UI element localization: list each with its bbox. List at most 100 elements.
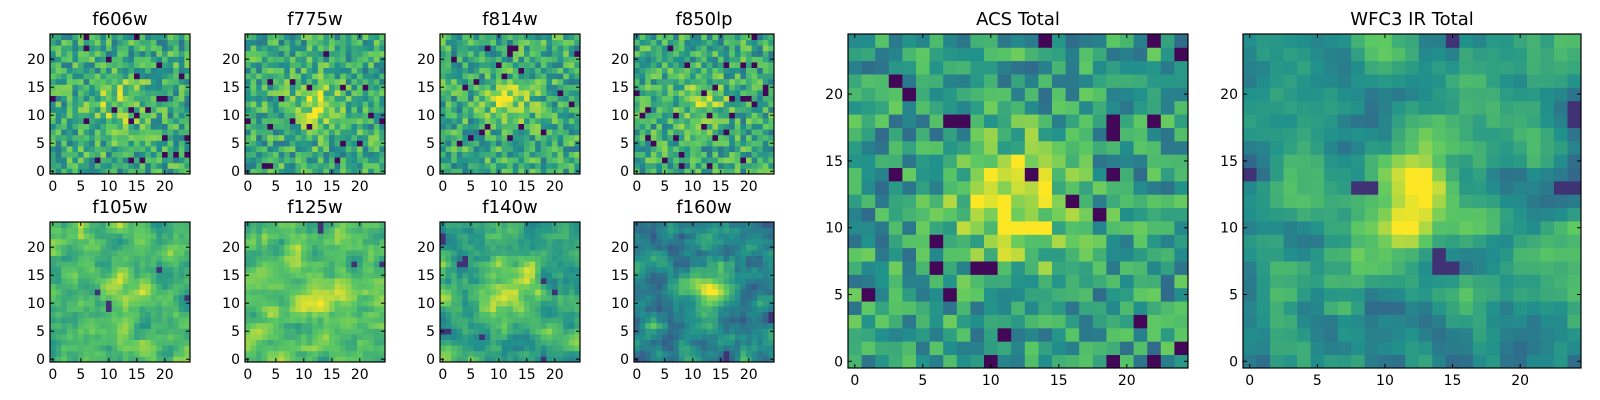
heatmap-cell	[563, 261, 570, 268]
heatmap-cell	[250, 278, 257, 284]
heatmap-cell	[574, 146, 581, 152]
heatmap-cell	[529, 233, 536, 240]
heatmap-cell	[501, 73, 508, 80]
heatmap-cell	[512, 129, 519, 136]
heatmap-cell	[535, 78, 542, 85]
heatmap-cell	[111, 157, 118, 164]
heatmap-cell	[695, 56, 702, 63]
heatmap-cell	[173, 255, 180, 262]
heatmap-cell	[117, 255, 124, 262]
heatmap-cell	[639, 334, 646, 340]
heatmap-cell	[650, 300, 657, 307]
heatmap-cell	[128, 39, 135, 46]
heatmap-cell	[552, 134, 558, 141]
heatmap-cell	[173, 95, 180, 102]
heatmap-cell	[184, 90, 191, 96]
heatmap-cell	[512, 238, 519, 245]
heatmap-cell	[256, 222, 263, 228]
heatmap-cell	[645, 56, 652, 63]
heatmap-cell	[568, 134, 575, 141]
heatmap-cell	[684, 45, 691, 52]
heatmap-cell	[678, 101, 685, 108]
heatmap-cell	[440, 50, 446, 57]
heatmap-cell	[718, 62, 724, 68]
heatmap-cell	[507, 294, 514, 301]
heatmap-cell	[94, 62, 101, 68]
heatmap-cell	[256, 272, 263, 279]
heatmap-cell	[106, 283, 112, 290]
heatmap-cell	[451, 162, 458, 169]
heatmap-cell	[139, 233, 146, 240]
heatmap-cell	[673, 146, 680, 152]
heatmap-cell	[462, 311, 469, 318]
x-tick-label: 0	[48, 179, 57, 195]
heatmap-cell	[734, 157, 741, 164]
heatmap-cell	[690, 62, 696, 68]
heatmap-cell	[312, 322, 319, 329]
heatmap-cell	[128, 123, 135, 130]
heatmap-cell	[145, 90, 152, 96]
heatmap-cell	[178, 261, 185, 268]
heatmap-cell	[529, 250, 536, 256]
heatmap-cell	[456, 317, 463, 324]
heatmap-cell	[445, 118, 452, 124]
y-tick-label: 5	[36, 136, 45, 152]
heatmap-cell	[357, 151, 363, 158]
y-tick-label: 15	[417, 80, 435, 96]
heatmap-cell	[524, 73, 530, 80]
heatmap-cell	[507, 129, 514, 136]
heatmap-cell	[312, 134, 319, 141]
heatmap-cell	[55, 283, 62, 290]
heatmap-cell	[368, 339, 375, 346]
heatmap-cell	[468, 328, 474, 335]
heatmap-cell	[740, 78, 747, 85]
heatmap-cell	[746, 289, 752, 296]
heatmap-cell	[751, 106, 758, 113]
heatmap-cell	[267, 56, 274, 63]
heatmap-cell	[295, 39, 302, 46]
heatmap-cell	[167, 317, 174, 324]
heatmap-cell	[184, 222, 191, 228]
heatmap-cell	[156, 317, 163, 324]
heatmap-cell	[100, 294, 107, 301]
heatmap-cell	[479, 311, 486, 318]
heatmap-cell	[673, 34, 680, 40]
heatmap-cell	[507, 266, 514, 273]
heatmap-cell	[150, 244, 157, 251]
heatmap-cell	[729, 134, 736, 141]
heatmap-cell	[473, 339, 480, 346]
heatmap-cell	[245, 294, 251, 301]
heatmap-cell	[552, 157, 558, 164]
heatmap-cell	[673, 129, 680, 136]
heatmap-cell	[167, 118, 174, 124]
heatmap-cell	[673, 272, 680, 279]
heatmap-cell	[574, 255, 581, 262]
heatmap-cell	[139, 261, 146, 268]
heatmap-cell	[729, 146, 736, 152]
heatmap-cell	[167, 112, 174, 119]
heatmap-cell	[156, 162, 163, 169]
heatmap-cell	[479, 261, 486, 268]
heatmap-cell	[145, 311, 152, 318]
heatmap-cell	[72, 339, 79, 346]
heatmap-cell	[701, 123, 708, 130]
heatmap-cell	[351, 255, 358, 262]
heatmap-cell	[162, 67, 168, 74]
heatmap-cell	[718, 311, 724, 318]
heatmap-cell	[518, 356, 525, 363]
heatmap-cell	[490, 50, 497, 57]
heatmap-cell	[317, 350, 324, 357]
heatmap-cell	[529, 356, 536, 363]
heatmap-cell	[540, 39, 547, 46]
heatmap-cell	[122, 272, 129, 279]
heatmap-cell	[552, 227, 558, 234]
heatmap-cell	[490, 244, 497, 251]
heatmap-cell	[723, 45, 730, 52]
heatmap-cell	[695, 67, 702, 74]
heatmap-cell	[440, 294, 446, 301]
heatmap-cell	[701, 328, 708, 335]
heatmap-cell	[757, 56, 764, 63]
heatmap-cell	[768, 34, 775, 40]
heatmap-cell	[645, 300, 652, 307]
heatmap-cell	[83, 261, 90, 268]
